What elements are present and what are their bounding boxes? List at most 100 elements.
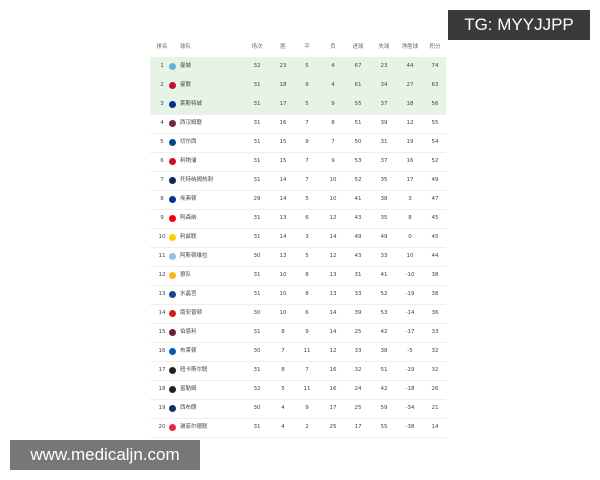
points: 44 — [431, 253, 439, 259]
team-badge — [169, 310, 176, 317]
team-badge — [169, 253, 176, 260]
goals-against: 35 — [380, 177, 388, 183]
table-row — [150, 209, 446, 229]
goal-diff: 3 — [408, 196, 412, 202]
points: 56 — [431, 101, 439, 107]
goals-for: 33 — [354, 291, 362, 297]
lost: 13 — [329, 291, 337, 297]
won: 10 — [279, 272, 287, 278]
rank: 18 — [158, 386, 166, 392]
team: 曼城 — [180, 63, 192, 69]
goals-against: 49 — [380, 234, 388, 240]
rank: 12 — [158, 272, 166, 278]
team-badge — [169, 120, 176, 127]
rank: 2 — [160, 82, 164, 88]
played: 30 — [253, 310, 261, 316]
team-badge — [169, 139, 176, 146]
goal-diff: 27 — [406, 82, 414, 88]
drawn: 11 — [303, 348, 311, 354]
drawn: 6 — [305, 310, 309, 316]
won: 13 — [279, 215, 287, 221]
team-badge — [169, 348, 176, 355]
won: 4 — [281, 405, 285, 411]
drawn: 3 — [305, 234, 309, 240]
rank: 4 — [160, 120, 164, 126]
team: 利兹联 — [180, 234, 197, 240]
drawn: 7 — [305, 120, 309, 126]
played: 31 — [253, 120, 261, 126]
lost: 7 — [331, 139, 335, 145]
won: 18 — [279, 82, 287, 88]
lost: 14 — [329, 329, 337, 335]
watermark-bottom: www.medicaljn.com — [10, 440, 200, 470]
team-badge — [169, 82, 176, 89]
rank: 1 — [160, 63, 164, 69]
team-badge — [169, 177, 176, 184]
won: 15 — [279, 139, 287, 145]
points: 45 — [431, 215, 439, 221]
goals-for: 50 — [354, 139, 362, 145]
goal-diff: -10 — [405, 272, 415, 278]
won: 8 — [281, 329, 285, 335]
goal-diff: -19 — [405, 291, 415, 297]
goal-diff: 44 — [406, 63, 414, 69]
lost: 8 — [331, 120, 335, 126]
goals-for: 52 — [354, 177, 362, 183]
played: 31 — [253, 215, 261, 221]
points: 52 — [431, 158, 439, 164]
rank: 9 — [160, 215, 164, 221]
team: 谢菲尔德联 — [180, 424, 208, 430]
table-row — [150, 171, 446, 191]
points: 55 — [431, 120, 439, 126]
lost: 14 — [329, 310, 337, 316]
header-goals-for: 进球 — [352, 44, 364, 50]
played: 30 — [253, 253, 261, 259]
team-badge — [169, 234, 176, 241]
rank: 19 — [158, 405, 166, 411]
points: 38 — [431, 291, 439, 297]
lost: 14 — [329, 234, 337, 240]
team: 托特纳姆热刺 — [180, 177, 214, 183]
goal-diff: 0 — [408, 234, 412, 240]
header-won: 胜 — [280, 44, 286, 50]
goals-for: 41 — [354, 196, 362, 202]
goals-for: 39 — [354, 310, 362, 316]
rank: 6 — [160, 158, 164, 164]
goals-against: 59 — [380, 405, 388, 411]
rank: 7 — [160, 177, 164, 183]
goals-against: 38 — [380, 348, 388, 354]
table-row — [150, 95, 446, 115]
header-drawn: 平 — [304, 44, 310, 50]
played: 32 — [253, 63, 261, 69]
lost: 4 — [331, 82, 335, 88]
team: 布莱顿 — [180, 348, 197, 354]
table-row — [150, 380, 446, 400]
goal-diff: -19 — [405, 367, 415, 373]
goal-diff: -18 — [405, 386, 415, 392]
lost: 16 — [329, 367, 337, 373]
goals-for: 43 — [354, 253, 362, 259]
won: 13 — [279, 253, 287, 259]
lost: 4 — [331, 63, 335, 69]
goals-against: 51 — [380, 367, 388, 373]
rank: 13 — [158, 291, 166, 297]
team-badge — [169, 101, 176, 108]
team-badge — [169, 367, 176, 374]
played: 31 — [253, 272, 261, 278]
goal-diff: 18 — [406, 101, 414, 107]
goal-diff: 10 — [406, 253, 414, 259]
goals-for: 32 — [354, 367, 362, 373]
team-badge — [169, 424, 176, 431]
header-played: 场次 — [251, 44, 263, 50]
points: 33 — [431, 329, 439, 335]
team: 西汉姆联 — [180, 120, 203, 126]
goals-against: 53 — [380, 310, 388, 316]
won: 14 — [279, 196, 287, 202]
played: 29 — [253, 196, 261, 202]
lost: 12 — [329, 215, 337, 221]
goal-diff: -34 — [405, 405, 415, 411]
drawn: 5 — [305, 196, 309, 202]
lost: 9 — [331, 158, 335, 164]
points: 49 — [431, 177, 439, 183]
